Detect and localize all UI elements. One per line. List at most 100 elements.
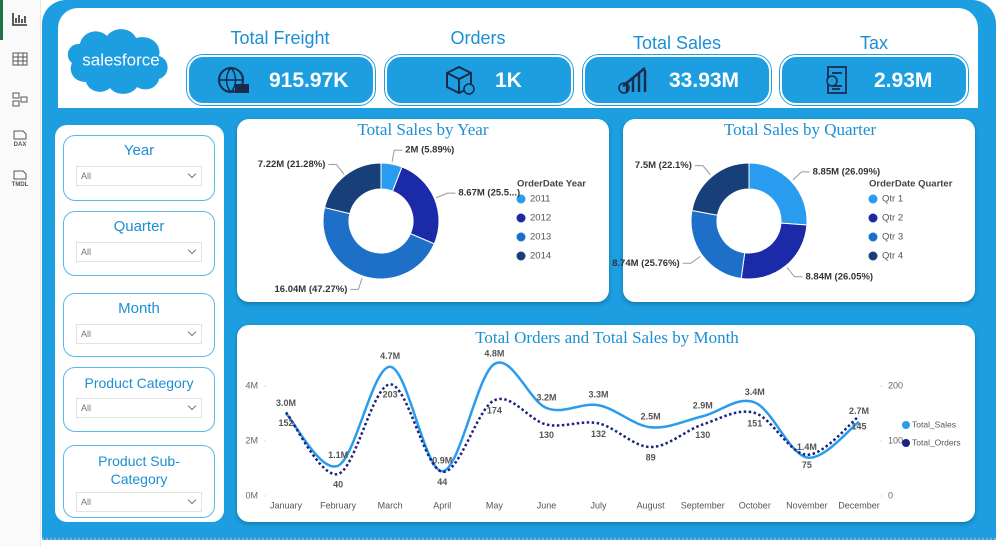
x-tick-label: October [739,500,771,510]
slicer: Year All [63,135,215,201]
legend-label: 2013 [530,232,551,243]
data-label: 4.8M [484,348,504,358]
kpi-label: Orders [450,28,506,48]
data-label: 2M (5.89%) [405,145,454,156]
data-label: 8.67M (25.5...) [458,188,520,199]
slicer: Product Category All [63,367,215,432]
kpi-label: Total Freight [230,28,330,48]
data-label: 1.4M [797,442,817,452]
kpi-value: 2.93M [874,69,933,92]
data-label: 2.9M [693,401,713,411]
table-icon[interactable] [12,52,28,66]
legend-marker [516,213,526,223]
data-label: 130 [695,430,710,440]
data-label: 2.5M [641,412,661,422]
logo-text: salesforce [82,50,159,69]
pie-slice [740,222,808,280]
data-label: 8.84M (26.05%) [806,271,874,282]
x-tick-label: November [786,500,828,510]
data-label: 0.9M [432,456,452,466]
data-label: 8.85M (26.09%) [813,166,881,177]
data-label: 130 [539,430,554,440]
legend-label: Qtr 2 [882,213,903,224]
leader-line [694,165,711,176]
legend-marker [868,251,878,261]
y2-tick-label: 100 [888,435,903,445]
y2-tick-label: 200 [888,380,903,390]
x-tick-label: January [270,500,303,510]
x-tick-label: March [378,500,403,510]
model-icon[interactable] [12,91,28,107]
leader-line [786,267,803,278]
x-tick-label: July [591,500,608,510]
leader-line [436,192,456,199]
leader-line [682,255,701,264]
pie-slice [323,162,382,215]
legend-label: Total_Sales [912,419,956,429]
kpi-card: 1K [385,55,573,105]
data-label: 3.4M [745,387,765,397]
x-tick-label: April [433,500,451,510]
chart-title: Total Orders and Total Sales by Month [475,328,739,347]
x-tick-label: September [681,500,725,510]
pie-slice [322,206,435,280]
data-label: 3.0M [276,398,296,408]
report-icon[interactable] [12,12,28,26]
slicer-dropdown[interactable]: All [76,242,202,262]
logo: salesforce [67,29,168,94]
pie-slice [691,162,750,216]
data-label: 174 [487,406,502,416]
x-tick-label: June [537,500,557,510]
x-tick-label: May [486,500,504,510]
series-line [285,383,860,476]
slicer-title: Product Sub-Category [98,453,180,487]
y-tick-label: 0M [245,490,258,500]
legend-label: Qtr 4 [882,251,903,262]
kpi-label: Tax [859,33,888,53]
active-marker [0,0,3,40]
legend-label: Total_Orders [912,437,961,447]
x-tick-label: August [637,500,666,510]
slicer: Product Sub-Category All [63,445,215,518]
data-label: 152 [278,418,293,428]
leader-line [350,277,363,290]
data-label: 132 [591,429,606,439]
data-label: 3.3M [589,390,609,400]
slicer-dropdown[interactable]: All [76,324,202,344]
x-tick-label: February [320,500,357,510]
legend-title: OrderDate Year [517,179,586,190]
kpi-label: Total Sales [632,33,722,53]
header: salesforce Total Freight Orders Total Sa… [58,8,978,108]
x-tick-label: December [838,500,880,510]
legend-marker [902,439,910,447]
legend-marker [868,213,878,223]
legend-marker [902,421,910,429]
y-tick-label: 2M [245,435,258,445]
tmdl-icon[interactable] [13,170,27,180]
slicer-title: Month [118,300,160,317]
legend-marker [868,232,878,242]
filter-panel: Year All Quarter All Month All Product Cate… [55,125,224,522]
leader-line [391,149,403,163]
tax-icon [826,66,847,94]
data-label: 145 [851,422,866,432]
slicer-title: Quarter [113,218,165,235]
data-label: 2.7M [849,406,869,416]
slicer-dropdown[interactable]: All [76,492,202,512]
y2-tick-label: 0 [888,490,893,500]
legend-marker [516,251,526,261]
sidebar: DAX TMDL [0,0,41,547]
slicer-title: Year [123,142,155,159]
slicer-dropdown[interactable]: All [76,398,202,418]
chart-title: Total Sales by Quarter [724,120,877,139]
slicer: Month All [63,293,215,357]
box-icon [446,65,475,95]
chart-title: Total Sales by Year [357,120,488,139]
dax-icon[interactable] [13,130,27,140]
kpi-value: 915.97K [269,69,349,92]
data-label: 40 [333,479,343,489]
slicer-dropdown[interactable]: All [76,166,202,186]
kpi-card: 915.97K [187,55,375,105]
